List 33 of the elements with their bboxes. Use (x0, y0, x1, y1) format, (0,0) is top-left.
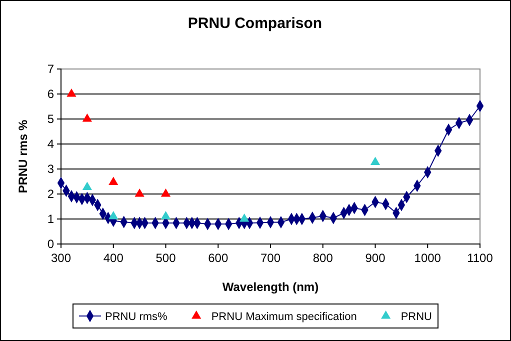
x-tick-label: 800 (312, 250, 334, 265)
point (108, 176, 118, 186)
x-tick-label: 500 (156, 250, 176, 265)
point (82, 113, 92, 122)
x-axis-title: Wavelength (nm) (222, 280, 319, 294)
point (108, 210, 118, 220)
y-tick-label: 0 (47, 236, 54, 251)
y-tick-label: 2 (47, 186, 54, 201)
point (82, 182, 92, 190)
y-tick-label: 6 (47, 86, 54, 101)
y-tick-label: 5 (47, 112, 54, 126)
legend-label: PRNU rms% (105, 311, 168, 323)
chart-title: PRNU Comparison (188, 15, 322, 32)
x-tick-label: 1000 (414, 250, 442, 265)
x-tick-label: 400 (103, 250, 124, 265)
point (240, 213, 250, 222)
y-axis-title: PRNU rms % (16, 119, 30, 194)
x-tick-label: 300 (50, 250, 72, 265)
point (160, 210, 171, 220)
point (160, 188, 171, 197)
y-tick-label: 4 (47, 136, 54, 151)
x-tick-label: 600 (208, 250, 228, 265)
x-tick-label: 900 (365, 250, 386, 265)
x-tick-label: 700 (260, 250, 281, 265)
y-tick-label: 1 (47, 212, 54, 226)
legend-label: PRNU Maximum specification (211, 311, 357, 323)
y-tick-label: 7 (47, 62, 54, 76)
point (66, 88, 76, 97)
legend-label: PRNU (400, 311, 432, 323)
point (134, 188, 144, 197)
x-tick-label: 1100 (467, 250, 494, 265)
y-tick-label: 3 (47, 162, 54, 176)
point (370, 156, 380, 166)
